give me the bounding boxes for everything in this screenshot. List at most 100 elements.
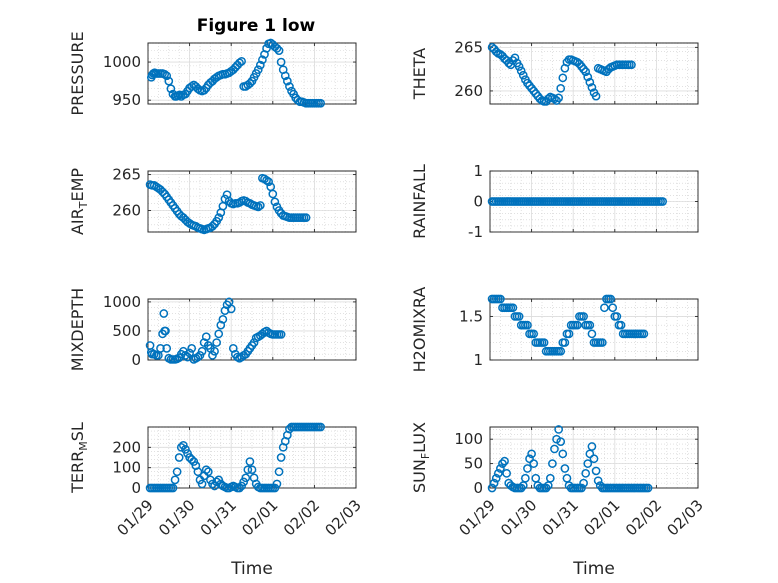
y-tick-label: 1 [473, 162, 483, 180]
data-point [502, 469, 511, 478]
data-point [201, 465, 211, 475]
x-tick-label: 02/01 [238, 496, 281, 539]
x-tick-label: 02/01 [580, 496, 623, 539]
plot-frame [147, 298, 357, 361]
subplot-airtemp: 260 265 AIRTEMP [68, 166, 357, 235]
y-tick-label: 265 [112, 166, 141, 184]
x-tick-label: 01/30 [155, 496, 198, 539]
data-point [514, 62, 524, 71]
data-point [201, 332, 211, 342]
data-point [554, 425, 563, 434]
data-point [591, 466, 601, 476]
data-point [316, 422, 325, 432]
data-point [272, 43, 282, 53]
data-point [176, 92, 186, 101]
data-point [172, 467, 182, 477]
data-point [280, 71, 290, 81]
x-tick-label: 01/30 [497, 496, 540, 539]
y-tick-label: 1000 [103, 53, 141, 71]
data-point [593, 476, 603, 486]
y-tick-label: 1000 [103, 293, 141, 311]
data-point [558, 449, 568, 459]
data-point [616, 320, 626, 330]
data-point [564, 329, 574, 339]
data-point [253, 65, 263, 75]
data-point [247, 465, 257, 475]
data-point [187, 344, 197, 353]
data-point [587, 83, 597, 92]
data-point [276, 330, 286, 339]
data-point [241, 473, 251, 483]
data-point [514, 312, 524, 321]
y-tick-label: 260 [454, 82, 483, 100]
data-point [168, 483, 178, 493]
data-point [541, 483, 551, 493]
y-tick-label: 0 [473, 193, 483, 211]
data-point [579, 478, 588, 488]
data-point [560, 464, 570, 473]
data-point [491, 473, 501, 483]
data-point [255, 60, 265, 70]
plot-frame [489, 298, 699, 361]
data-point [185, 348, 194, 358]
y-tick-label: 100 [112, 459, 141, 477]
data-point [498, 459, 507, 468]
subplot-h2omixra: 1 1.5 H2OMIXRA [410, 287, 699, 372]
data-point [587, 442, 597, 451]
y-axis-label: RAINFALL [410, 164, 429, 239]
data-point [518, 70, 528, 80]
data-point [585, 320, 595, 330]
x-tick-label: 02/03 [664, 496, 707, 539]
data-point [161, 326, 170, 336]
y-axis-label: PRESSURE [68, 31, 87, 115]
data-point [600, 303, 609, 313]
data-point [197, 479, 207, 489]
data-point [214, 213, 224, 222]
data-point [496, 294, 505, 304]
data-point [639, 329, 649, 339]
data-point [208, 479, 217, 489]
data-point [487, 483, 497, 493]
data-point [208, 221, 217, 231]
data-point [258, 55, 267, 65]
data-point [527, 449, 536, 459]
data-point [529, 329, 539, 339]
data-point [170, 475, 180, 485]
data-point [591, 91, 601, 101]
y-tick-label: 500 [112, 322, 141, 340]
y-tick-label: 100 [454, 430, 483, 448]
y-tick-label: 200 [112, 438, 141, 456]
data-point [550, 444, 559, 454]
y-tick-label: -1 [468, 223, 483, 241]
data-point [203, 467, 213, 477]
data-point [276, 453, 286, 462]
data-point [493, 469, 503, 478]
data-point [560, 338, 570, 347]
x-tick-label: 02/03 [322, 496, 365, 539]
data-point [500, 456, 509, 466]
data-point [581, 67, 591, 77]
y-axis-label: THETA [410, 48, 429, 100]
data-point [658, 197, 667, 206]
x-tick-label: 01/29 [114, 496, 157, 539]
data-point [235, 58, 244, 68]
data-point [249, 338, 259, 347]
data-point [554, 93, 563, 103]
x-axis-label-right: Time [572, 559, 615, 579]
data-point [274, 467, 284, 477]
data-point [274, 46, 284, 55]
y-tick-label: 1 [473, 351, 483, 369]
y-axis-label: MIXDEPTH [68, 288, 87, 371]
data-point [235, 483, 244, 493]
y-tick-label: 265 [454, 38, 483, 56]
plot-frame [147, 42, 357, 105]
data-point [608, 303, 618, 313]
data-point [508, 303, 518, 313]
y-tick-label: 50 [464, 455, 483, 473]
data-point [210, 346, 219, 356]
data-point [543, 94, 553, 104]
